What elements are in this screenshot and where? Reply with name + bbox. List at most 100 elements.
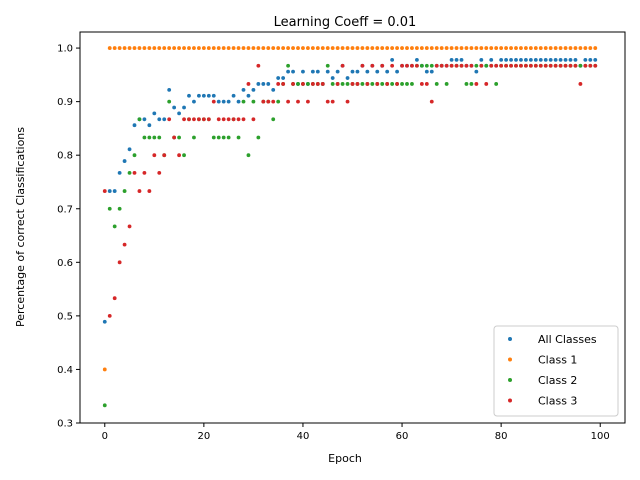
point-all-classes <box>266 82 271 86</box>
point-all-classes <box>350 69 355 74</box>
point-class-1 <box>142 46 147 50</box>
point-class-1 <box>281 46 286 50</box>
point-class-3 <box>152 153 157 158</box>
point-class-1 <box>553 46 558 50</box>
point-all-classes <box>256 82 261 86</box>
legend-box <box>493 325 619 417</box>
point-class-1 <box>325 46 330 50</box>
point-all-classes <box>147 123 152 128</box>
point-class-1 <box>494 46 499 50</box>
legend-label: All Classes <box>538 333 597 346</box>
point-class-1 <box>301 46 305 50</box>
point-class-3 <box>464 63 469 68</box>
point-all-classes <box>593 57 598 62</box>
point-all-classes <box>152 111 157 116</box>
point-class-1 <box>256 46 261 50</box>
point-class-2 <box>107 206 112 211</box>
y-tick-label: 0.6 <box>57 258 73 269</box>
point-class-3 <box>177 153 181 158</box>
y-tick-label: 0.4 <box>57 365 73 376</box>
point-class-1 <box>137 46 142 50</box>
point-class-2 <box>246 153 251 158</box>
point-all-classes <box>528 57 533 62</box>
point-class-3 <box>568 63 573 68</box>
point-all-classes <box>573 57 578 62</box>
point-class-2 <box>177 135 181 140</box>
point-class-1 <box>370 46 375 50</box>
point-all-classes <box>206 93 211 98</box>
point-class-1 <box>588 46 593 50</box>
point-all-classes <box>385 69 390 74</box>
point-class-2 <box>236 135 241 140</box>
point-class-1 <box>271 46 276 50</box>
point-class-3 <box>583 63 588 68</box>
point-class-1 <box>350 46 355 50</box>
point-class-1 <box>390 46 395 50</box>
point-class-3 <box>405 63 409 68</box>
point-class-1 <box>410 46 414 50</box>
point-class-2 <box>152 135 157 140</box>
point-all-classes <box>112 189 117 193</box>
point-class-1 <box>558 46 563 50</box>
point-class-1 <box>380 46 385 50</box>
point-class-3 <box>375 82 380 86</box>
point-all-classes <box>345 76 350 80</box>
point-class-1 <box>573 46 578 50</box>
point-class-1 <box>251 46 256 50</box>
point-class-1 <box>330 46 335 50</box>
point-class-1 <box>310 46 315 50</box>
point-all-classes <box>261 82 266 86</box>
point-class-3 <box>578 82 583 86</box>
point-class-3 <box>187 117 191 122</box>
point-all-classes <box>583 57 588 62</box>
point-class-1 <box>177 46 181 50</box>
legend-marker <box>508 337 512 341</box>
point-class-1 <box>162 46 167 50</box>
point-class-1 <box>459 46 464 50</box>
point-all-classes <box>499 57 504 62</box>
point-class-3 <box>593 63 598 68</box>
point-class-1 <box>405 46 409 50</box>
point-class-3 <box>548 63 553 68</box>
point-class-1 <box>167 46 172 50</box>
point-class-1 <box>484 46 489 50</box>
point-class-3 <box>112 296 117 301</box>
axes-frame <box>79 31 626 424</box>
point-class-3 <box>484 82 489 86</box>
point-class-3 <box>206 117 211 122</box>
point-class-3 <box>469 63 474 68</box>
point-class-3 <box>167 117 172 122</box>
point-class-1 <box>479 46 484 50</box>
point-class-1 <box>375 46 380 50</box>
point-class-3 <box>286 99 290 104</box>
point-class-1 <box>355 46 360 50</box>
point-all-classes <box>182 105 186 110</box>
point-class-3 <box>162 153 167 158</box>
point-class-2 <box>464 82 469 86</box>
point-all-classes <box>117 170 122 175</box>
point-class-3 <box>479 63 484 68</box>
point-all-classes <box>127 147 132 152</box>
point-class-3 <box>221 117 226 122</box>
point-all-classes <box>449 57 454 62</box>
point-class-3 <box>266 99 271 104</box>
point-class-3 <box>142 170 147 175</box>
point-class-2 <box>429 63 434 68</box>
point-class-2 <box>256 135 261 140</box>
point-all-classes <box>375 69 380 74</box>
point-all-classes <box>514 57 518 62</box>
point-class-1 <box>499 46 504 50</box>
point-class-3 <box>236 117 241 122</box>
point-class-1 <box>454 46 459 50</box>
point-class-3 <box>201 117 206 122</box>
point-class-3 <box>390 63 395 68</box>
point-class-3 <box>192 117 196 122</box>
point-class-2 <box>370 82 375 86</box>
point-class-3 <box>553 63 558 68</box>
point-class-1 <box>122 46 127 50</box>
point-all-classes <box>236 99 241 104</box>
point-class-2 <box>444 82 449 86</box>
y-tick-label: 0.5 <box>57 311 73 322</box>
